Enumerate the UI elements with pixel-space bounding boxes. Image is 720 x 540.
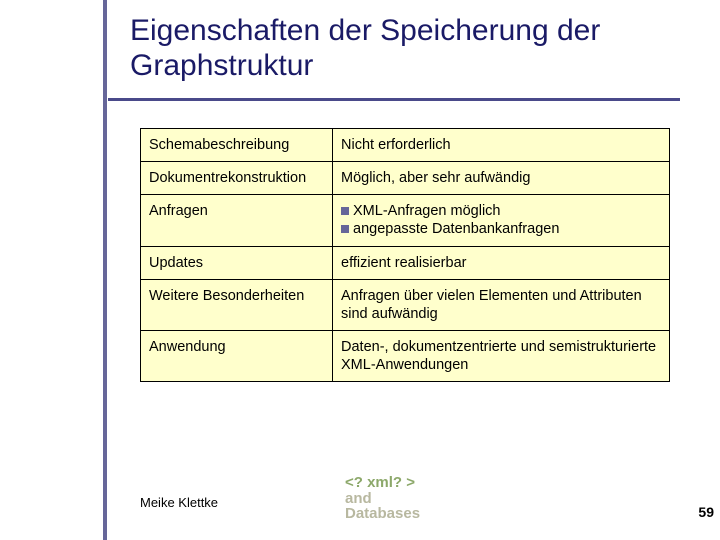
bullet-text: angepasste Datenbankanfragen [353, 221, 559, 237]
cell-key: Dokumentrekonstruktion [141, 162, 333, 195]
title-underline [108, 98, 680, 101]
table-row: Dokumentrekonstruktion Möglich, aber seh… [141, 162, 670, 195]
table-row: Schemabeschreibung Nicht erforderlich [141, 129, 670, 162]
cell-value: XML-Anfragen möglich angepasste Datenban… [333, 195, 670, 246]
table-row: Weitere Besonderheiten Anfragen über vie… [141, 279, 670, 330]
cell-key: Weitere Besonderheiten [141, 279, 333, 330]
bullet-line: XML-Anfragen möglich [341, 202, 661, 220]
cell-key: Anwendung [141, 330, 333, 381]
cell-value: Nicht erforderlich [333, 129, 670, 162]
bullet-text: XML-Anfragen möglich [353, 203, 501, 219]
logo-line-and: and [345, 491, 420, 507]
cell-value: Daten-, dokumentzentrierte und semistruk… [333, 330, 670, 381]
square-bullet-icon [341, 225, 349, 233]
table-row: Updates effizient realisierbar [141, 246, 670, 279]
cell-value: effizient realisierbar [333, 246, 670, 279]
logo-line-xml: <? xml? > [345, 475, 420, 491]
cell-value: Anfragen über vielen Elementen und Attri… [333, 279, 670, 330]
cell-key: Schemabeschreibung [141, 129, 333, 162]
bullet-line: angepasste Datenbankanfragen [341, 220, 661, 238]
table-row: Anwendung Daten-, dokumentzentrierte und… [141, 330, 670, 381]
slide-root: Eigenschaften der Speicherung der Graphs… [0, 0, 720, 540]
page-number: 59 [698, 504, 714, 520]
logo-line-db: Databases [345, 506, 420, 522]
cell-key: Anfragen [141, 195, 333, 246]
cell-key: Updates [141, 246, 333, 279]
slide-title: Eigenschaften der Speicherung der Graphs… [130, 14, 660, 83]
vertical-rule [103, 0, 107, 540]
square-bullet-icon [341, 207, 349, 215]
cell-value: Möglich, aber sehr aufwändig [333, 162, 670, 195]
table-row: Anfragen XML-Anfragen möglich angepasste… [141, 195, 670, 246]
footer-logo: <? xml? > and Databases [345, 475, 420, 522]
properties-table: Schemabeschreibung Nicht erforderlich Do… [140, 128, 670, 382]
author-name: Meike Klettke [140, 495, 218, 510]
